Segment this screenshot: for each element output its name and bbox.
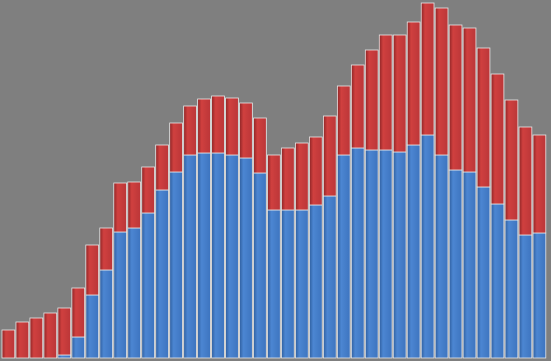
bar-segment [336, 154, 351, 359]
bar-segment [434, 7, 449, 156]
bar-segment [239, 102, 253, 159]
bar-segment [448, 24, 463, 171]
bar-segment [336, 85, 351, 156]
bar-segment [323, 115, 337, 197]
bar-segment [406, 21, 421, 146]
bar-segment [364, 149, 379, 359]
bar-segment [113, 231, 127, 359]
bar-segment [476, 47, 491, 188]
bar-segment [85, 244, 100, 296]
bar-segment [476, 186, 491, 359]
bar-segment [295, 209, 309, 359]
bar-segment [57, 354, 72, 359]
bar-segment [211, 95, 225, 154]
bar-segment [71, 336, 86, 359]
bar-segment [350, 64, 365, 149]
bar-segment [197, 152, 211, 359]
bar-segment [85, 294, 100, 359]
bar-segment [392, 34, 407, 153]
bar-segment [169, 122, 183, 173]
bar-segment [490, 203, 505, 359]
bar-segment [462, 27, 477, 173]
bar-segment [99, 227, 113, 271]
bar-segment [392, 151, 407, 359]
bar-segment [211, 152, 225, 359]
bar-segment [309, 204, 323, 359]
bar-segment [183, 154, 197, 359]
bar-segment [197, 98, 211, 154]
bar-segment [225, 97, 239, 156]
bar-segment [141, 212, 155, 359]
bar-segment [378, 149, 393, 359]
bar-segment [29, 317, 44, 359]
bar-segment [239, 157, 253, 359]
bar-segment [323, 195, 337, 359]
bar-segment [420, 2, 435, 136]
bar-segment [532, 232, 547, 359]
bar-segment [155, 144, 169, 191]
bar-segment [169, 171, 183, 359]
bar-segment [155, 189, 169, 359]
bar-segment [518, 234, 533, 359]
bar-segment [378, 34, 393, 151]
bar-segment [532, 134, 547, 234]
bar-segment [364, 49, 379, 151]
bar-segment [43, 312, 58, 359]
bar-segment [99, 269, 113, 359]
bar-segment [71, 287, 86, 338]
bar-segment [434, 154, 449, 359]
bar-segment [253, 117, 267, 174]
bar-segment [281, 209, 295, 359]
bar-segment [225, 154, 239, 359]
bar-segment [350, 147, 365, 359]
bar-segment [420, 134, 435, 359]
bar-segment [518, 126, 533, 236]
bar-segment [127, 227, 141, 359]
bar-segment [253, 172, 267, 359]
bar-segment [15, 321, 30, 359]
bar-segment [295, 142, 309, 211]
bar-segment [490, 73, 505, 205]
bar-segment [141, 166, 155, 214]
bar-segment [462, 171, 477, 359]
bar-segment [281, 147, 295, 211]
bar-segment [127, 181, 141, 229]
bar-segment [309, 136, 323, 206]
bar-segment [57, 307, 72, 356]
bar-segment [267, 154, 281, 211]
bar-segment [504, 99, 519, 221]
bar-segment [113, 182, 127, 233]
bar-segment [183, 105, 197, 156]
bar-segment [504, 219, 519, 359]
bar-segment [448, 169, 463, 359]
bar-segment [1, 329, 16, 359]
bar-segment [267, 209, 281, 359]
bar-segment [406, 144, 421, 359]
